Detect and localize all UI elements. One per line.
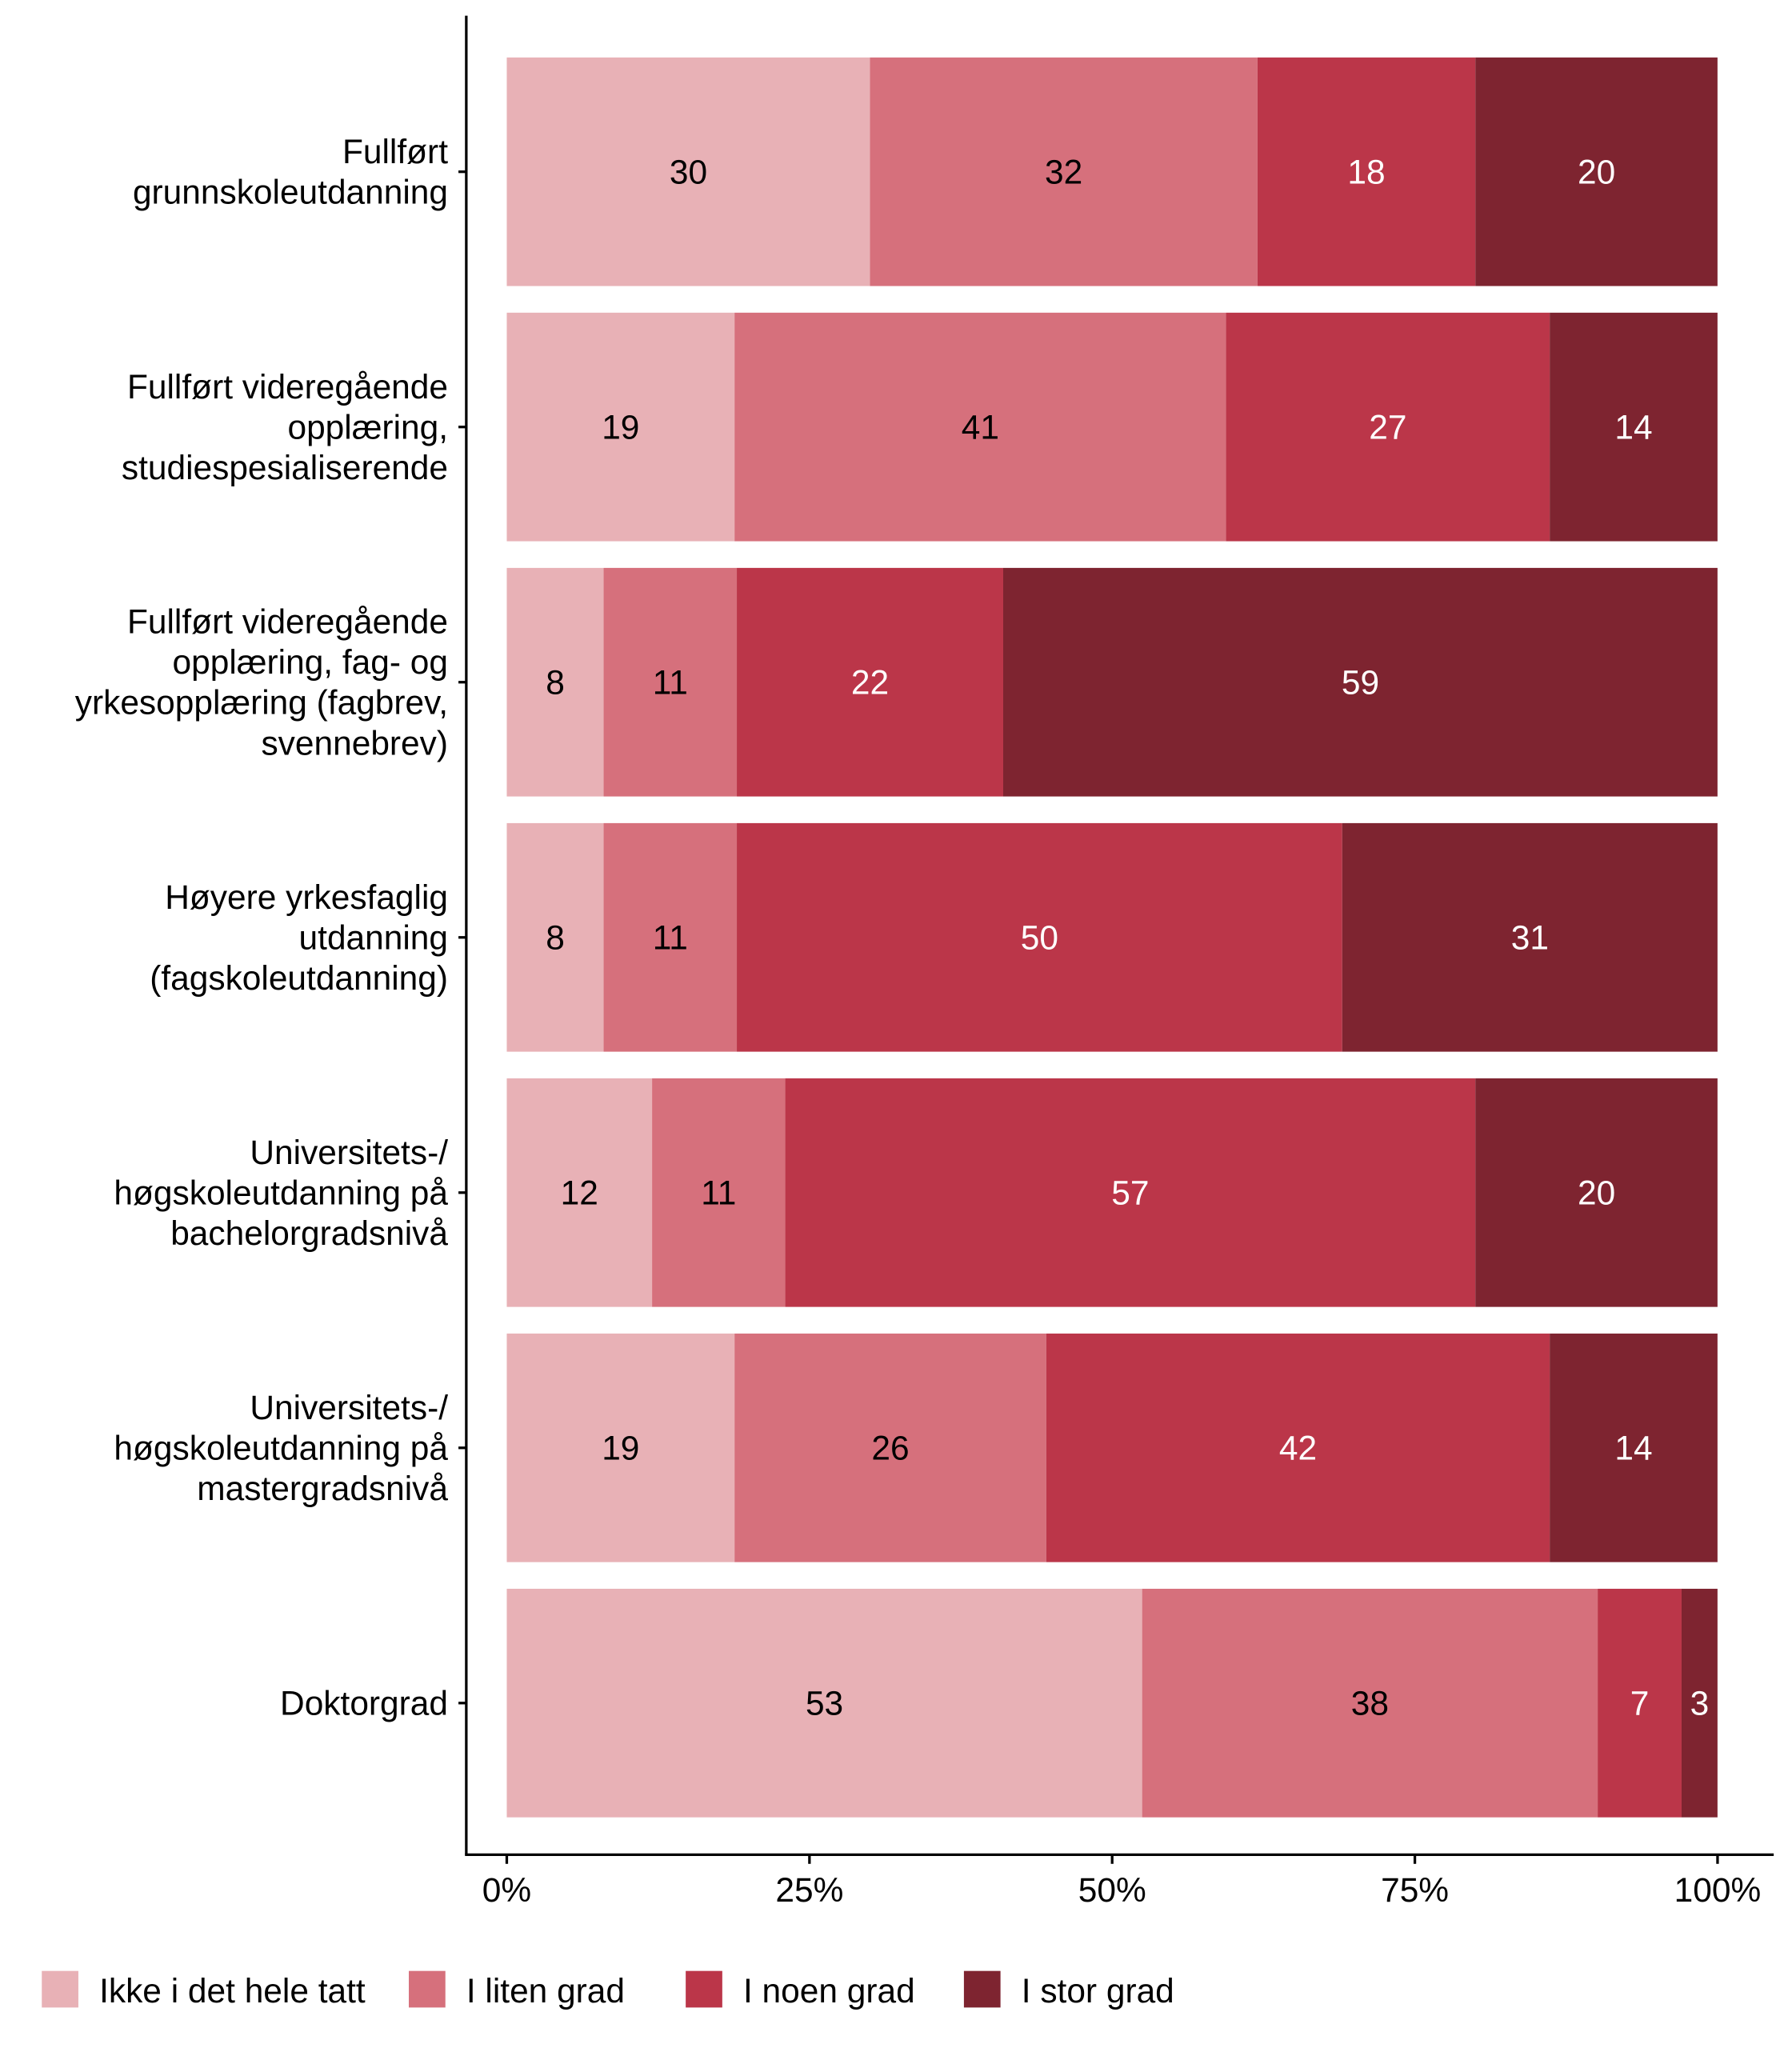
- bar-row: 19 41 27 14: [506, 312, 1718, 542]
- bar-segment: [737, 567, 1003, 797]
- bar-row: 19 26 42 14: [506, 1333, 1718, 1562]
- data-label: 18: [1347, 153, 1385, 190]
- bar-segment: [506, 1078, 653, 1307]
- bar-segment: [734, 312, 1226, 542]
- legend: Ikke i det hele tatt I liten grad I noen g…: [42, 1970, 1174, 2010]
- data-label: 11: [653, 918, 688, 956]
- data-label: 27: [1369, 408, 1406, 446]
- x-tick-label: 25%: [775, 1871, 843, 1909]
- data-label: 22: [851, 663, 889, 701]
- data-label: 11: [653, 663, 688, 701]
- bar-segment: [506, 567, 604, 797]
- bar-segment: [1226, 312, 1550, 542]
- x-tick-label: 75%: [1381, 1871, 1449, 1909]
- bar-segment: [506, 312, 735, 542]
- data-label: 7: [1630, 1685, 1650, 1722]
- bar-segment: [1002, 567, 1718, 797]
- legend-item: I liten grad: [409, 1970, 625, 2010]
- bar-segment: [737, 822, 1342, 1052]
- data-label: 19: [602, 1429, 639, 1466]
- data-label: 3: [1690, 1685, 1710, 1722]
- bar-segment: [652, 1078, 786, 1307]
- bar-row: 8 11 22 59: [506, 567, 1718, 797]
- category-label: Fullført grunnskoleutdanning: [133, 133, 448, 211]
- data-label: 11: [701, 1174, 736, 1211]
- bar-segment: [1475, 1078, 1718, 1307]
- x-axis-ticks: 0% 25% 50% 75% 100%: [482, 1854, 1761, 1909]
- bar-segment: [734, 1333, 1046, 1562]
- category-label: Høyere yrkesfaglig utdanning (fagskoleutda…: [150, 878, 448, 997]
- bar-segment: [1598, 1588, 1682, 1818]
- legend-swatch: [963, 1970, 1001, 2008]
- category-label: Universitets-/høgskoleutdanning på master…: [114, 1389, 448, 1507]
- bar-row: 12 11 57 20: [506, 1078, 1718, 1307]
- legend-label: Ikke i det hele tatt: [99, 1972, 366, 2010]
- bar-segment: [1046, 1333, 1550, 1562]
- legend-swatch: [409, 1970, 446, 2008]
- category-label: Fullført videregående opplæring, fag- og y…: [75, 603, 448, 762]
- legend-swatch: [686, 1970, 722, 2008]
- x-tick-label: 100%: [1674, 1871, 1762, 1909]
- data-label: 38: [1351, 1685, 1389, 1722]
- bar-row: 8 11 50 31: [506, 822, 1718, 1052]
- data-label: 14: [1614, 408, 1652, 446]
- x-tick-label: 0%: [482, 1871, 531, 1909]
- bar-segment: [1342, 822, 1718, 1052]
- data-label: 42: [1279, 1429, 1317, 1466]
- bar-segment: [870, 57, 1258, 286]
- legend-swatch: [42, 1970, 78, 2008]
- bar-segment: [1681, 1588, 1718, 1818]
- data-label: 53: [806, 1685, 843, 1722]
- bar-segment: [785, 1078, 1476, 1307]
- bars: 30 32 18 20 19 41 27 14 8 11 22 59 8 11 50 31 12 11 57 20 19…: [506, 57, 1718, 1818]
- legend-label: I liten grad: [466, 1972, 625, 2010]
- data-label: 20: [1578, 1174, 1615, 1211]
- bar-row: 30 32 18 20: [506, 57, 1718, 286]
- legend-item: I noen grad: [686, 1970, 915, 2010]
- data-label: 12: [561, 1174, 598, 1211]
- category-label: Universitets-/høgskoleutdanning på bachel…: [114, 1134, 448, 1252]
- legend-item: Ikke i det hele tatt: [42, 1970, 366, 2010]
- data-label: 14: [1614, 1429, 1652, 1466]
- data-label: 19: [602, 408, 639, 446]
- data-label: 59: [1342, 663, 1379, 701]
- bar-segment: [1142, 1588, 1598, 1818]
- data-label: 8: [546, 663, 565, 701]
- bar-segment: [506, 1588, 1142, 1818]
- x-tick-label: 50%: [1078, 1871, 1146, 1909]
- bar-segment: [603, 567, 738, 797]
- legend-label: I noen grad: [743, 1972, 915, 2010]
- data-label: 41: [962, 408, 999, 446]
- data-label: 20: [1578, 153, 1615, 190]
- bar-segment: [1257, 57, 1476, 286]
- data-label: 57: [1111, 1174, 1149, 1211]
- data-label: 50: [1021, 918, 1058, 956]
- category-label: Fullført videregående opplæring, studiespe…: [122, 368, 448, 486]
- data-label: 8: [546, 918, 565, 956]
- legend-label: I stor grad: [1022, 1972, 1174, 2010]
- bar-row: 53 38 7 3: [506, 1588, 1718, 1818]
- bar-segment: [1550, 312, 1718, 542]
- bar-segment: [603, 822, 738, 1052]
- category-labels: Fullført grunnskoleutdanning Fullført vide…: [75, 133, 466, 1722]
- bar-segment: [506, 822, 604, 1052]
- data-label: 32: [1045, 153, 1082, 190]
- bar-segment: [506, 1333, 735, 1562]
- data-label: 26: [871, 1429, 909, 1466]
- bar-segment: [1550, 1333, 1718, 1562]
- bar-segment: [506, 57, 870, 286]
- data-label: 31: [1511, 918, 1549, 956]
- bar-segment: [1475, 57, 1718, 286]
- category-label: Doktorgrad: [280, 1685, 448, 1722]
- data-label: 30: [670, 153, 707, 190]
- legend-item: I stor grad: [963, 1970, 1174, 2010]
